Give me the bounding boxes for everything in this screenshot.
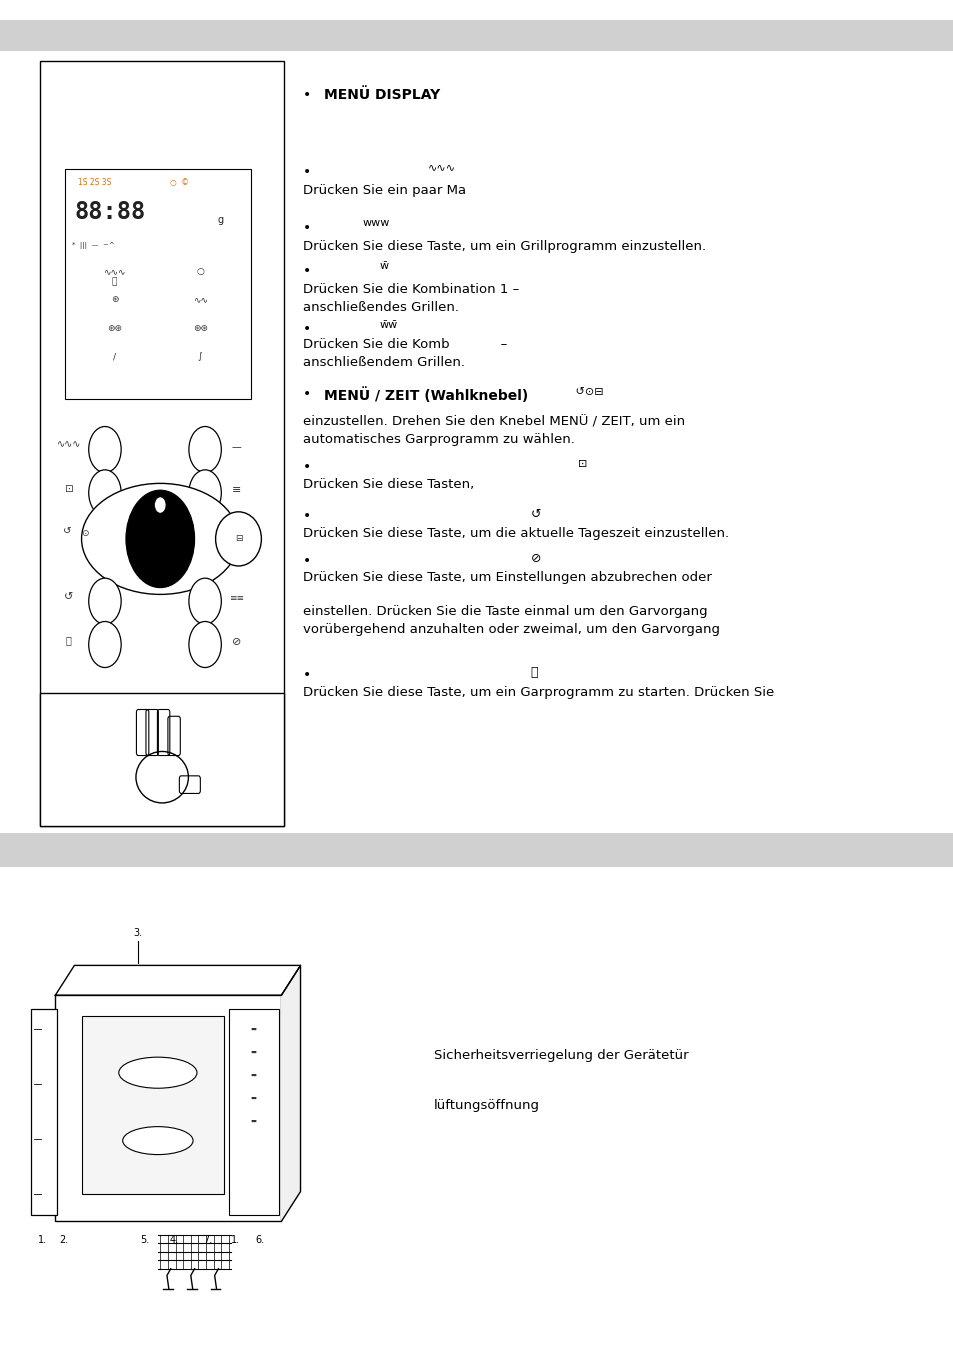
- Text: ▬: ▬: [251, 1049, 256, 1055]
- Text: —: —: [232, 441, 241, 452]
- Circle shape: [154, 497, 166, 513]
- Text: ⊛⊛: ⊛⊛: [193, 324, 208, 333]
- Circle shape: [126, 490, 194, 588]
- Circle shape: [89, 427, 121, 473]
- Text: ⊘: ⊘: [232, 636, 241, 647]
- Bar: [31, 1009, 57, 1215]
- Text: ⊡: ⊡: [578, 459, 587, 468]
- Text: •: •: [303, 322, 312, 336]
- Text: ↺: ↺: [530, 508, 540, 521]
- Text: ≡: ≡: [232, 485, 241, 496]
- Text: Drücken Sie die Komb            –: Drücken Sie die Komb –: [303, 338, 507, 352]
- Text: •: •: [303, 387, 312, 401]
- Text: ∿∿∿
⌣: ∿∿∿ ⌣: [103, 267, 126, 286]
- Text: •: •: [303, 554, 312, 567]
- Bar: [65, 169, 251, 399]
- Text: ⊛⊛: ⊛⊛: [107, 324, 122, 333]
- Text: Drücken Sie diese Taste, um Einstellungen abzubrechen oder: Drücken Sie diese Taste, um Einstellunge…: [303, 571, 712, 585]
- Circle shape: [189, 578, 221, 624]
- Bar: [55, 995, 281, 1221]
- Ellipse shape: [123, 1127, 193, 1155]
- Text: ⊡: ⊡: [64, 483, 73, 494]
- Text: •: •: [303, 221, 312, 234]
- Text: einzustellen. Drehen Sie den Knebel MENÜ / ZEIT, um ein: einzustellen. Drehen Sie den Knebel MENÜ…: [303, 416, 685, 429]
- Ellipse shape: [119, 1057, 196, 1089]
- Text: lüftungsöffnung: lüftungsöffnung: [434, 1099, 539, 1113]
- Text: •: •: [303, 88, 312, 102]
- Circle shape: [89, 470, 121, 516]
- Polygon shape: [281, 965, 300, 1221]
- Text: ∫: ∫: [198, 352, 202, 362]
- Circle shape: [89, 621, 121, 668]
- Text: Drücken Sie ein paar Ma: Drücken Sie ein paar Ma: [303, 184, 466, 198]
- Text: Drücken Sie diese Taste, um die aktuelle Tageszeit einzustellen.: Drücken Sie diese Taste, um die aktuelle…: [303, 527, 729, 540]
- Text: ⊙: ⊙: [81, 529, 89, 538]
- Text: •: •: [303, 668, 312, 681]
- Text: 7.: 7.: [203, 1235, 213, 1244]
- Text: Sicherheitsverriegelung der Gerätetür: Sicherheitsverriegelung der Gerätetür: [434, 1049, 688, 1063]
- Text: Drücken Sie die Kombination 1 –: Drücken Sie die Kombination 1 –: [303, 283, 519, 297]
- Text: 1.: 1.: [231, 1235, 240, 1244]
- Circle shape: [189, 470, 221, 516]
- Text: •: •: [303, 165, 312, 179]
- Text: ▬: ▬: [251, 1026, 256, 1032]
- Text: MENÜ DISPLAY: MENÜ DISPLAY: [324, 88, 440, 102]
- Text: vorübergehend anzuhalten oder zweimal, um den Garvorgang: vorübergehend anzuhalten oder zweimal, u…: [303, 623, 720, 636]
- Text: Drücken Sie diese Tasten,: Drücken Sie diese Tasten,: [303, 478, 475, 492]
- Text: www: www: [362, 218, 390, 227]
- Text: MENÜ / ZEIT (Wahlknebel): MENÜ / ZEIT (Wahlknebel): [324, 387, 528, 403]
- Text: 1S 2S 3S: 1S 2S 3S: [78, 177, 112, 187]
- Text: ○  ©: ○ ©: [170, 177, 189, 187]
- Text: anschließendem Grillen.: anschließendem Grillen.: [303, 356, 465, 370]
- Text: *  |||  —  ~^: * ||| — ~^: [71, 242, 114, 249]
- Text: 2.: 2.: [59, 1235, 69, 1244]
- Text: ↺⊙⊟: ↺⊙⊟: [572, 387, 603, 397]
- Text: Drücken Sie diese Taste, um ein Grillprogramm einzustellen.: Drücken Sie diese Taste, um ein Grillpro…: [303, 240, 706, 253]
- Bar: [229, 1009, 278, 1215]
- Text: 6.: 6.: [254, 1235, 264, 1244]
- Text: ⊘: ⊘: [530, 552, 540, 566]
- Text: ∿∿∿: ∿∿∿: [427, 162, 455, 172]
- Text: •: •: [303, 509, 312, 523]
- Text: einstellen. Drücken Sie die Taste einmal um den Garvorgang: einstellen. Drücken Sie die Taste einmal…: [303, 605, 707, 619]
- Text: ⊛: ⊛: [111, 295, 118, 305]
- Bar: [82, 1016, 224, 1194]
- Text: 3.: 3.: [133, 929, 143, 938]
- Text: w̄: w̄: [379, 261, 389, 271]
- Circle shape: [189, 427, 221, 473]
- Text: •: •: [303, 264, 312, 278]
- Circle shape: [189, 621, 221, 668]
- Text: ∿∿∿: ∿∿∿: [57, 439, 82, 450]
- Text: 1.: 1.: [38, 1235, 48, 1244]
- Text: automatisches Garprogramm zu wählen.: automatisches Garprogramm zu wählen.: [303, 433, 575, 447]
- Text: ▬: ▬: [251, 1095, 256, 1101]
- Text: Drücken Sie diese Taste, um ein Garprogramm zu starten. Drücken Sie: Drücken Sie diese Taste, um ein Garprogr…: [303, 686, 774, 700]
- Text: •: •: [303, 460, 312, 474]
- Bar: [40, 61, 284, 826]
- Text: ∿∿: ∿∿: [193, 295, 208, 305]
- Text: anschließendes Grillen.: anschließendes Grillen.: [303, 301, 459, 314]
- Text: ↺: ↺: [64, 592, 73, 603]
- Text: ⊟: ⊟: [234, 535, 242, 543]
- Text: 88:88: 88:88: [74, 200, 146, 225]
- Text: 5.: 5.: [140, 1235, 150, 1244]
- Text: w̄w̄: w̄w̄: [379, 320, 397, 329]
- Text: ○: ○: [196, 267, 204, 276]
- Text: 4.: 4.: [169, 1235, 178, 1244]
- Text: ⏻: ⏻: [66, 635, 71, 646]
- Circle shape: [89, 578, 121, 624]
- Text: /: /: [112, 352, 116, 362]
- Text: ▬: ▬: [251, 1072, 256, 1078]
- Bar: [0, 833, 953, 867]
- Text: ⏻: ⏻: [530, 666, 537, 680]
- Ellipse shape: [81, 483, 238, 594]
- Ellipse shape: [215, 512, 261, 566]
- Bar: [40, 693, 284, 826]
- Text: g: g: [217, 215, 223, 225]
- Bar: [0, 20, 953, 51]
- Text: ▬: ▬: [251, 1118, 256, 1124]
- Text: ≡≡: ≡≡: [229, 594, 244, 603]
- Text: ↺: ↺: [63, 525, 72, 536]
